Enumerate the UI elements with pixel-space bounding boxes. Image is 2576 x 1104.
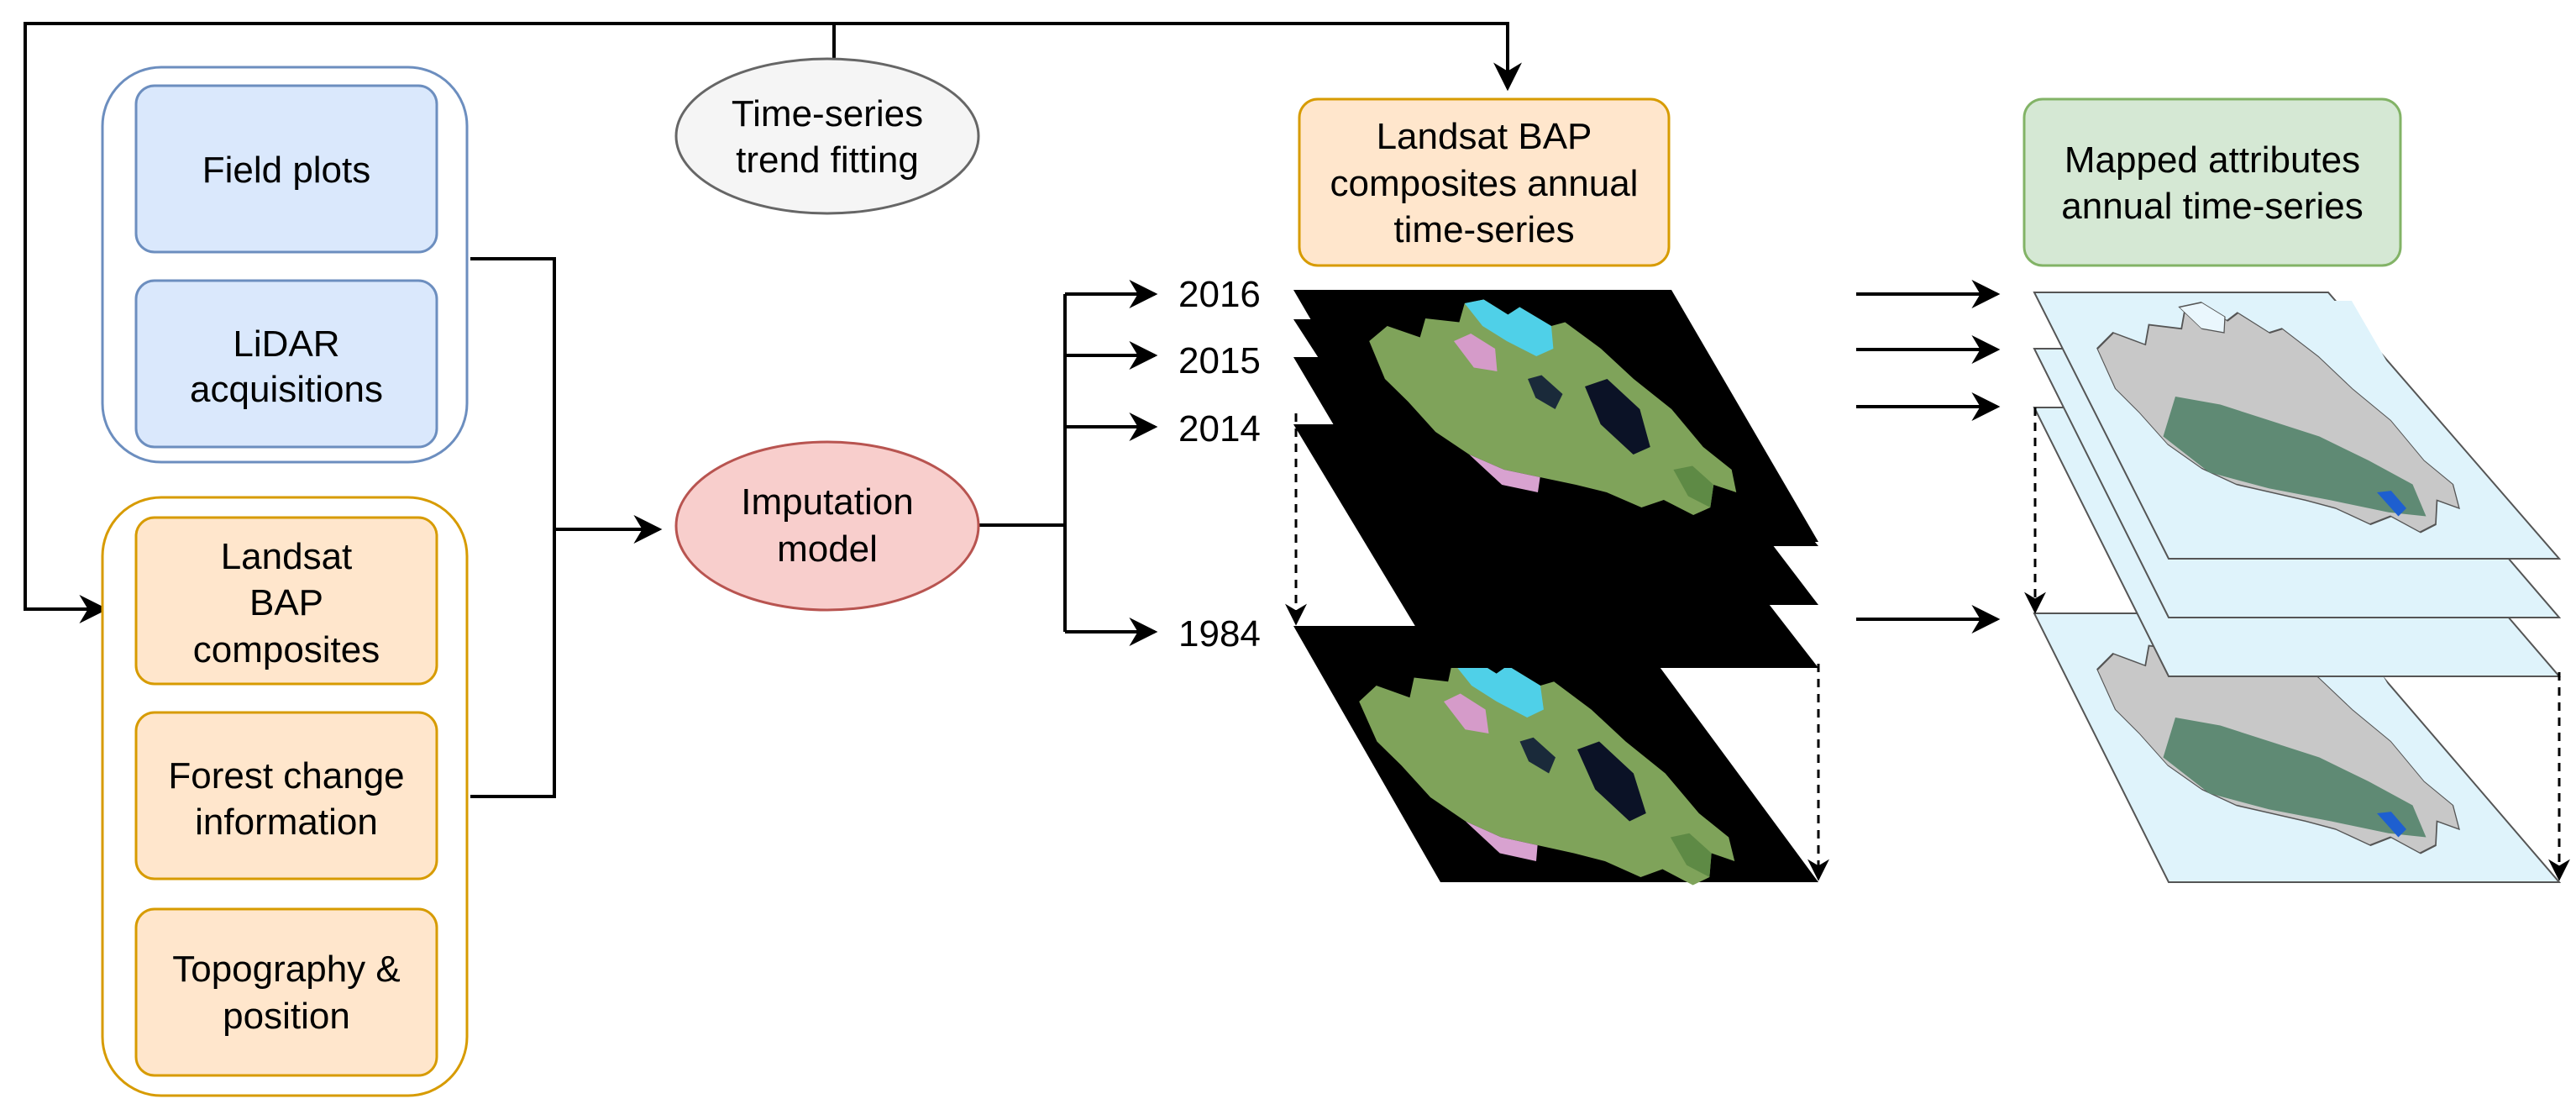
forest-change-line2: information	[195, 802, 378, 843]
topography-line2: position	[223, 996, 350, 1037]
composites-series-line1: Landsat BAP	[1377, 116, 1592, 157]
node-landsat-bap: Landsat BAP composites	[134, 516, 438, 686]
node-lidar: LiDAR acquisitions	[134, 279, 438, 449]
mapped-series-line1: Mapped attributes	[2064, 139, 2360, 181]
landsat-bap-line3: composites	[193, 629, 380, 670]
node-topography: Topography & position	[134, 907, 438, 1077]
node-forest-change: Forest change information	[134, 711, 438, 881]
imputation-line2: model	[777, 528, 878, 570]
forest-change-line1: Forest change	[168, 755, 404, 796]
node-mapped-series: Mapped attributes annual time-series	[2023, 97, 2402, 267]
node-composites-series: Landsat BAP composites annual time-serie…	[1298, 97, 1671, 267]
node-imputation: Imputation model	[674, 440, 980, 612]
mapped-layer-2016	[2033, 292, 2562, 560]
landsat-bap-line2: BAP	[249, 582, 323, 623]
node-field-plots: Field plots	[134, 84, 438, 254]
year-label-2014: 2014	[1178, 408, 1261, 449]
composites-series-line3: time-series	[1393, 209, 1574, 250]
composite-stack	[1285, 290, 1829, 886]
loop-line-top	[24, 22, 836, 623]
composite-layer-2016	[1293, 290, 1818, 542]
node-trend-fitting: Time-series trend fitting	[674, 57, 980, 215]
composite-layer-1984	[1293, 626, 1818, 886]
loop-line-right	[834, 22, 1522, 92]
mapped-stack	[2024, 292, 2570, 883]
year-label-2015: 2015	[1178, 340, 1261, 381]
edge-orange-group	[470, 529, 556, 798]
mapped-series-line2: annual time-series	[2061, 186, 2364, 227]
trend-fitting-line1: Time-series	[732, 93, 923, 134]
lidar-label-line2: acquisitions	[190, 369, 383, 410]
trend-fitting-line2: trend fitting	[736, 139, 919, 181]
lidar-label-line1: LiDAR	[233, 323, 339, 365]
year-label-1984: 1984	[1178, 613, 1261, 655]
year-label-2016: 2016	[1178, 274, 1261, 315]
topography-line1: Topography &	[172, 949, 401, 990]
field-plots-label: Field plots	[202, 150, 371, 191]
composites-series-line2: composites annual	[1330, 163, 1639, 204]
landsat-bap-line1: Landsat	[221, 536, 353, 577]
edge-blue-group	[470, 257, 556, 529]
imputation-line1: Imputation	[741, 481, 913, 523]
